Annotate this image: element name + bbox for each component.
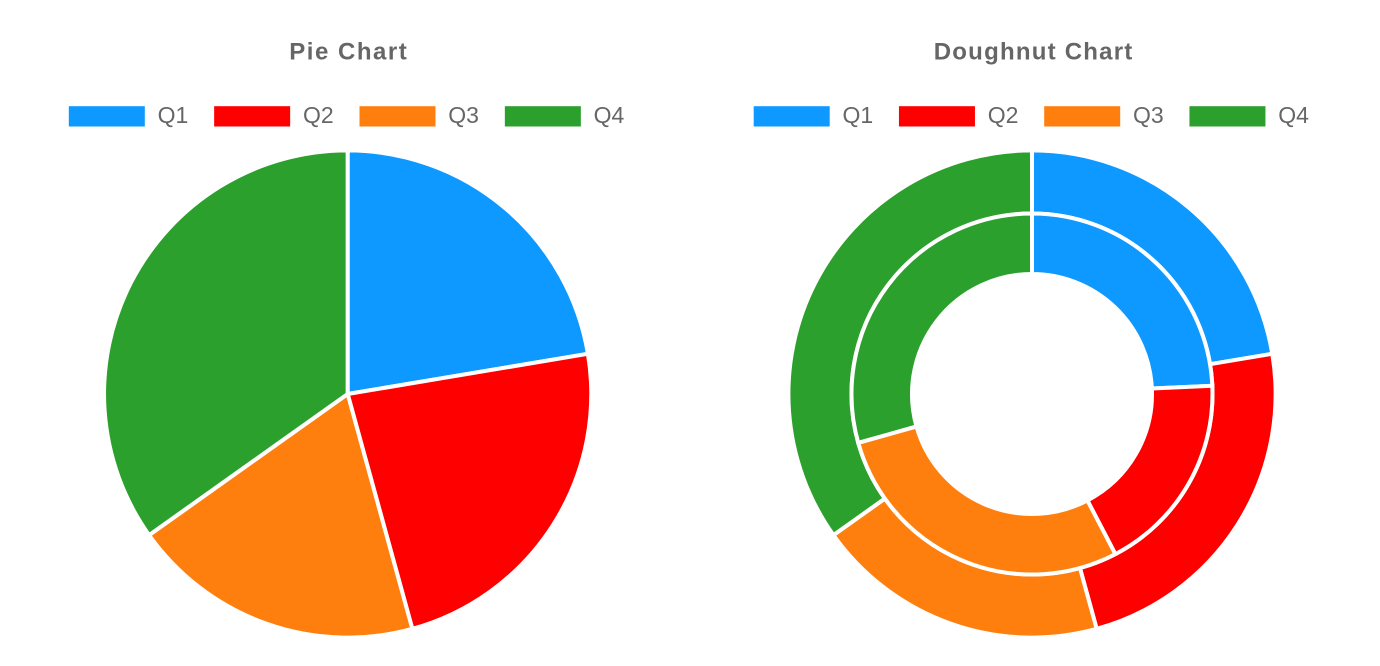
svg-text:Q2: Q2 [303, 102, 334, 128]
svg-text:Q2: Q2 [988, 102, 1019, 128]
svg-text:Pie Chart: Pie Chart [289, 38, 407, 65]
svg-text:Q1: Q1 [158, 102, 189, 128]
svg-text:Doughnut Chart: Doughnut Chart [934, 38, 1133, 65]
svg-text:Q3: Q3 [1133, 102, 1164, 128]
svg-text:Q4: Q4 [1278, 102, 1309, 128]
svg-text:Q1: Q1 [843, 102, 874, 128]
svg-text:Q3: Q3 [448, 102, 479, 128]
svg-text:Q4: Q4 [594, 102, 625, 128]
